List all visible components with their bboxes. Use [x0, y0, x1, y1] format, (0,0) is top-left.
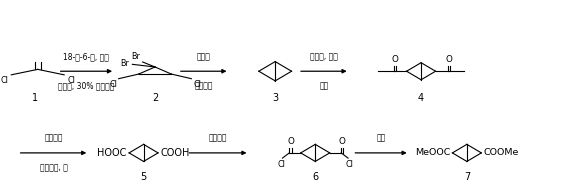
Text: 18-冠-6-醚, 溴仿: 18-冠-6-醚, 溴仿: [63, 52, 109, 61]
Text: O: O: [287, 137, 294, 146]
Text: 3: 3: [272, 93, 278, 103]
Text: 氯化亚砜: 氯化亚砜: [209, 134, 227, 143]
Text: Cl: Cl: [278, 160, 285, 168]
Text: COOH: COOH: [161, 148, 190, 158]
Text: MeOOC: MeOOC: [415, 148, 450, 157]
Text: COOMe: COOMe: [484, 148, 519, 157]
Text: 次氯酸钠: 次氯酸钠: [44, 134, 63, 143]
Text: Br: Br: [120, 59, 129, 68]
Text: HOOC: HOOC: [97, 148, 127, 158]
Text: Br: Br: [132, 52, 141, 61]
Text: 5: 5: [140, 172, 147, 182]
Text: O: O: [446, 55, 453, 64]
Text: 四氢呋喃: 四氢呋喃: [194, 81, 213, 91]
Text: 4: 4: [418, 93, 424, 103]
Text: 频哪醇, 30% 氢氧化钠: 频哪醇, 30% 氢氧化钠: [58, 81, 115, 91]
Text: Cl: Cl: [1, 76, 8, 85]
Text: Cl: Cl: [67, 76, 75, 85]
Text: O: O: [339, 137, 346, 146]
Text: 1: 1: [32, 93, 38, 103]
Text: 6: 6: [312, 172, 318, 182]
Text: 甲醇: 甲醇: [377, 134, 386, 143]
Text: Cl: Cl: [109, 80, 117, 89]
Text: 7: 7: [464, 172, 470, 182]
Text: 乙酸: 乙酸: [319, 81, 328, 91]
Text: Cl: Cl: [345, 160, 353, 168]
Text: Cl: Cl: [193, 80, 201, 89]
Text: 2: 2: [152, 93, 158, 103]
Text: 甲基锂: 甲基锂: [197, 52, 211, 61]
Text: 二氧六环, 水: 二氧六环, 水: [40, 163, 68, 172]
Text: 双乙酰, 光照: 双乙酰, 光照: [310, 52, 338, 61]
Text: O: O: [392, 55, 399, 64]
